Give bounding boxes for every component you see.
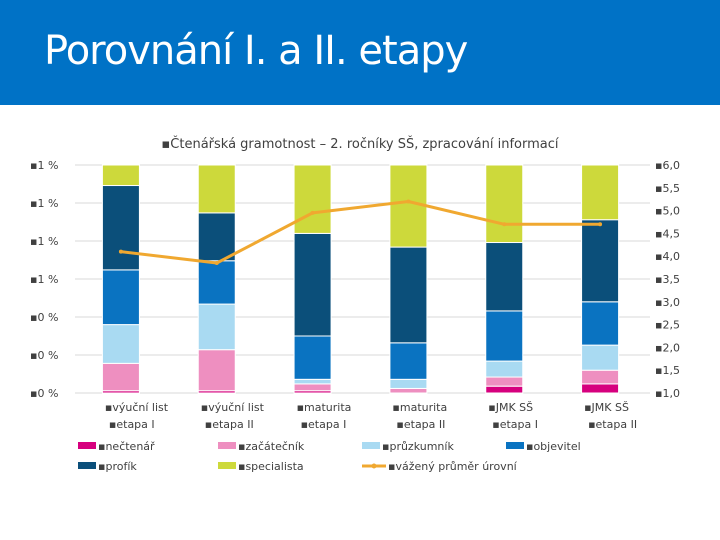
- legend-label: ▪průzkumník: [382, 440, 454, 453]
- legend-swatch-průzkumník: [362, 442, 380, 449]
- category-label: ▪výuční list: [201, 401, 265, 414]
- bar-segment-profík: [485, 242, 524, 312]
- category-label: ▪etapa I: [109, 418, 155, 431]
- bar-segment-specialista: [197, 164, 236, 214]
- category-label: ▪etapa I: [301, 418, 347, 431]
- bar-segment-objevitel: [293, 335, 332, 380]
- chart: ▪Čtenářská gramotnost – 2. ročníky SŠ, z…: [30, 136, 680, 473]
- right-axis-tick-label: ▪3,5: [655, 273, 680, 286]
- legend-label: ▪objevitel: [526, 440, 581, 453]
- bar-segment-profík: [101, 185, 140, 271]
- legend-swatch-objevitel: [506, 442, 524, 449]
- bar-segment-nečtenář: [485, 385, 524, 394]
- legend-swatch-profík: [78, 462, 96, 469]
- legend-swatch-specialista: [218, 462, 236, 469]
- bar-segment-začátečník: [101, 362, 140, 392]
- bar-segment-nečtenář: [581, 383, 620, 394]
- category-label: ▪etapa II: [396, 418, 445, 431]
- right-axis-tick-label: ▪5,5: [655, 182, 680, 195]
- right-axis-tick-label: ▪5,0: [655, 205, 680, 218]
- right-axis-tick-label: ▪2,5: [655, 319, 680, 332]
- category-label: ▪etapa II: [205, 418, 254, 431]
- left-axis-tick-label: ▪1 %: [30, 197, 58, 210]
- slide-title: Porovnání I. a II. etapy: [44, 28, 468, 74]
- bar-segment-průzkumník: [581, 344, 620, 371]
- line-point: [406, 199, 411, 204]
- legend-swatch-nečtenář: [78, 442, 96, 449]
- category-label: ▪výuční list: [105, 401, 169, 414]
- bar-segment-průzkumník: [293, 378, 332, 385]
- chart-title: ▪Čtenářská gramotnost – 2. ročníky SŠ, z…: [161, 136, 558, 152]
- bar-segment-průzkumník: [197, 303, 236, 351]
- legend-swatch-line-marker: [371, 463, 377, 469]
- category-label: ▪JMK SŠ: [488, 401, 533, 414]
- right-axis-tick-label: ▪4,5: [655, 227, 680, 240]
- bar-segment-objevitel: [101, 269, 140, 326]
- right-axis-tick-label: ▪2,0: [655, 341, 680, 354]
- bar-segment-objevitel: [389, 342, 428, 380]
- left-axis-tick-label: ▪1 %: [30, 235, 58, 248]
- right-axis-tick-label: ▪1,0: [655, 387, 680, 400]
- bar-segment-specialista: [581, 164, 620, 221]
- left-axis-tick-label: ▪1 %: [30, 159, 58, 172]
- legend-label: ▪vážený průměr úrovní: [388, 460, 518, 473]
- right-axis-tick-label: ▪1,5: [655, 364, 680, 377]
- legend-swatch-začátečník: [218, 442, 236, 449]
- bar-segment-začátečník: [389, 387, 428, 394]
- legend-label: ▪profík: [98, 460, 137, 473]
- bar-segment-profík: [581, 219, 620, 303]
- line-point: [118, 249, 123, 254]
- bar-segment-objevitel: [581, 301, 620, 346]
- bar-segment-specialista: [389, 164, 428, 248]
- legend-label: ▪nečtenář: [98, 440, 155, 453]
- category-label: ▪etapa II: [588, 418, 637, 431]
- category-label: ▪JMK SŠ: [584, 401, 629, 414]
- left-axis-tick-label: ▪0 %: [30, 349, 58, 362]
- bar-segment-specialista: [293, 164, 332, 234]
- line-point: [502, 222, 507, 227]
- bar-segment-objevitel: [197, 260, 236, 305]
- bar-segment-profík: [197, 212, 236, 262]
- bar-segment-specialista: [485, 164, 524, 244]
- bar-segment-začátečník: [293, 383, 332, 392]
- bar-segment-průzkumník: [101, 324, 140, 364]
- category-label: ▪etapa I: [492, 418, 538, 431]
- bar-segment-průzkumník: [485, 360, 524, 378]
- bar-segment-profík: [389, 246, 428, 344]
- category-label: ▪maturita: [297, 401, 352, 414]
- left-axis-tick-label: ▪0 %: [30, 387, 58, 400]
- line-point: [310, 210, 315, 215]
- right-axis-tick-label: ▪3,0: [655, 296, 680, 309]
- line-point: [598, 222, 603, 227]
- bar-segment-průzkumník: [389, 378, 428, 389]
- bar-segment-specialista: [101, 164, 140, 187]
- bar-segment-začátečník: [197, 349, 236, 392]
- bar-segment-začátečník: [485, 376, 524, 387]
- bar-segment-objevitel: [485, 310, 524, 362]
- legend-label: ▪specialista: [238, 460, 304, 473]
- line-point: [214, 261, 219, 266]
- left-axis-tick-label: ▪0 %: [30, 311, 58, 324]
- bar-segment-začátečník: [581, 369, 620, 385]
- right-axis-tick-label: ▪6,0: [655, 159, 680, 172]
- legend-label: ▪začátečník: [238, 440, 305, 453]
- right-axis-tick-label: ▪4,0: [655, 250, 680, 263]
- title-bar: [0, 0, 720, 105]
- line-series-weighted-average: [120, 199, 601, 265]
- left-axis-tick-label: ▪1 %: [30, 273, 58, 286]
- category-label: ▪maturita: [392, 401, 447, 414]
- bar-segment-profík: [293, 232, 332, 337]
